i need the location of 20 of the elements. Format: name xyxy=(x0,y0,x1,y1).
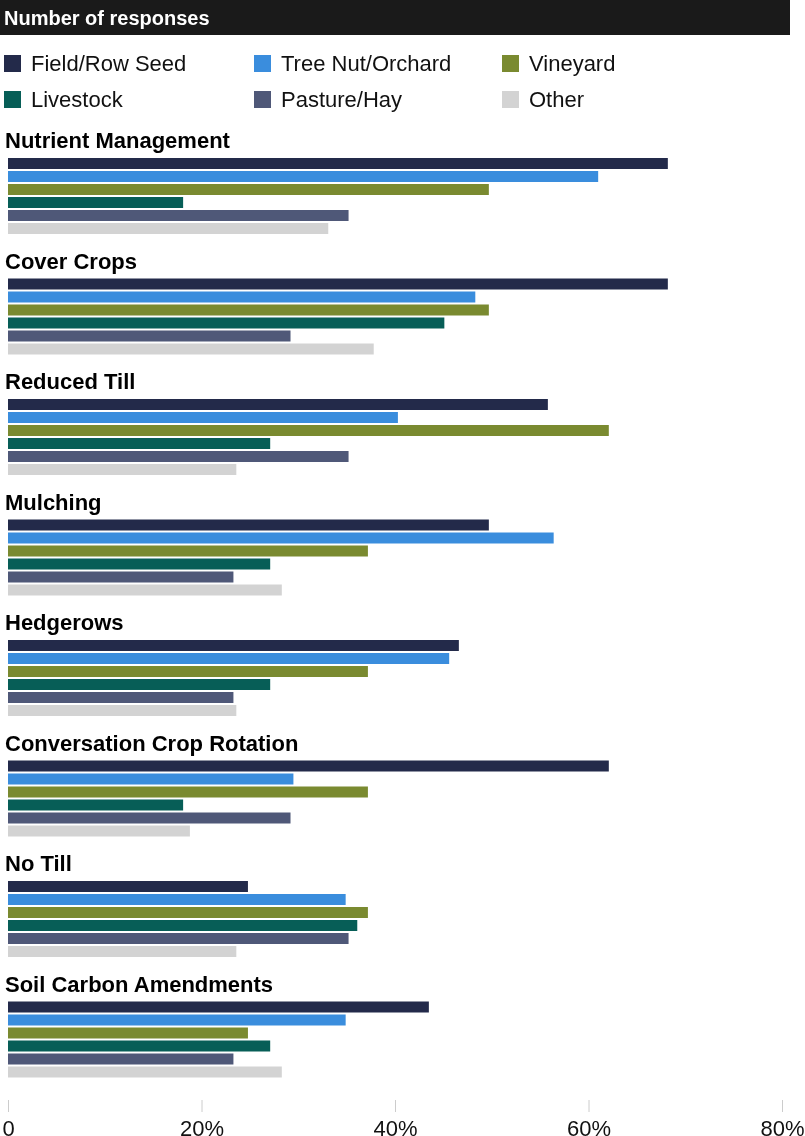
y-tick-label: Hedgerows xyxy=(5,610,124,635)
y-tick-label: Mulching xyxy=(5,489,102,515)
x-tick-label: 20% xyxy=(179,1115,225,1136)
legend-label: Other xyxy=(529,87,585,112)
legend-label: Tree Nut/Orchard xyxy=(281,51,452,76)
y-tick-label: Soil Carbon Amendments xyxy=(5,971,274,997)
chart-title: Number of responses xyxy=(4,7,210,29)
legend-label: Pasture/Hay xyxy=(281,87,403,112)
x-tick-label: 60% xyxy=(566,1115,612,1136)
legend-label: Livestock xyxy=(31,87,124,112)
legend-label: Field/Row Seed xyxy=(31,51,187,76)
y-tick-label: Reduced Till xyxy=(5,369,136,394)
y-tick-label: Conversation Crop Rotation xyxy=(5,730,299,756)
x-tick-label: 0 xyxy=(2,1115,15,1136)
y-tick-label: Nutrient Management xyxy=(5,128,231,153)
legend-label: Vineyard xyxy=(529,51,616,76)
y-tick-label: No Till xyxy=(5,851,72,876)
y-tick-label: Cover Crops xyxy=(5,248,138,274)
x-tick-label: 80% xyxy=(760,1115,805,1136)
x-tick-label: 40% xyxy=(373,1115,418,1136)
